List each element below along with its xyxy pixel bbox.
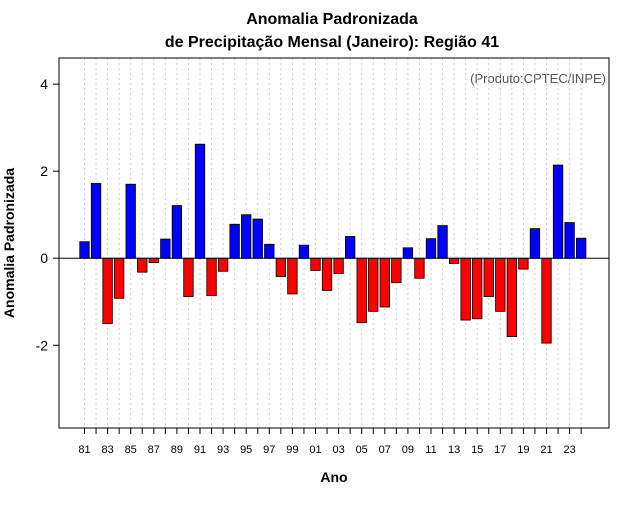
- bar-2022: [552, 164, 564, 259]
- x-tick-label-05: 05: [356, 444, 368, 456]
- chart-title-line1: Anomalia Padronizada: [246, 11, 418, 28]
- bar-1994: [229, 223, 240, 259]
- x-tick-label-07: 07: [379, 444, 391, 456]
- x-tick-label-89: 89: [171, 444, 183, 456]
- x-tick-label-97: 97: [263, 444, 275, 456]
- x-tick-label-09: 09: [402, 444, 414, 456]
- x-tick-label-99: 99: [286, 444, 298, 456]
- bar-1989: [171, 205, 183, 259]
- bar-1983: [102, 257, 113, 324]
- y-tick-label-4: 4: [40, 76, 48, 92]
- x-tick-label-87: 87: [148, 444, 160, 456]
- bar-1987: [148, 257, 159, 263]
- x-tick-label-01: 01: [309, 444, 321, 456]
- bar-2017: [495, 257, 506, 312]
- bar-2003: [333, 257, 344, 274]
- bar-2014: [460, 257, 471, 321]
- bars: [79, 143, 587, 344]
- grid-lines: [84, 58, 582, 428]
- bar-2019: [518, 257, 529, 270]
- x-tick-label-95: 95: [240, 444, 252, 456]
- bar-2008: [391, 257, 402, 284]
- credit-annotation: (Produto:CPTEC/INPE): [470, 71, 606, 86]
- bar-1982: [90, 182, 102, 259]
- bar-1995: [241, 214, 252, 259]
- x-tick-label-85: 85: [125, 444, 137, 456]
- x-tick-label-13: 13: [448, 444, 460, 456]
- y-tick-label-0: 0: [40, 250, 48, 266]
- y-tick-label-2: 2: [40, 163, 48, 179]
- bar-2015: [472, 257, 483, 320]
- bar-2024: [576, 237, 587, 259]
- bar-2020: [529, 228, 541, 259]
- plot-frame: [58, 57, 610, 429]
- y-tick-label--2: -2: [36, 337, 49, 353]
- bar-2009: [402, 247, 414, 259]
- bar-2021: [541, 257, 552, 344]
- bar-2002: [321, 257, 333, 291]
- bar-2005: [356, 257, 367, 324]
- x-tick-label-23: 23: [563, 444, 575, 456]
- bar-1981: [79, 241, 90, 259]
- axes: -2 0 2 4 81 83 85 87 89 91 93 95 97 99 01 03 05 07 09 11 13 1…: [36, 57, 610, 456]
- bar-1984: [114, 257, 125, 299]
- bar-1991: [194, 143, 206, 259]
- bar-1986: [137, 257, 148, 273]
- x-tick-label-17: 17: [494, 444, 506, 456]
- x-tick-label-19: 19: [517, 444, 529, 456]
- bar-2018: [506, 257, 518, 337]
- bar-2001: [310, 257, 321, 271]
- bar-2023: [564, 222, 575, 259]
- x-tick-label-83: 83: [101, 444, 113, 456]
- bar-2000: [298, 244, 310, 259]
- bar-2011: [425, 238, 437, 259]
- bar-1992: [206, 257, 217, 297]
- bar-1993: [217, 257, 229, 272]
- bar-2004: [344, 236, 356, 259]
- bar-2013: [448, 257, 460, 264]
- x-tick-label-91: 91: [194, 444, 206, 456]
- bar-2016: [483, 257, 494, 297]
- x-axis-label: Ano: [320, 469, 347, 485]
- bar-1985: [125, 183, 136, 259]
- x-tick-label-03: 03: [332, 444, 344, 456]
- bar-2007: [379, 257, 390, 308]
- bar-2012: [437, 225, 448, 259]
- bar-1999: [287, 257, 298, 295]
- y-axis-label: Anomalia Padronizada: [1, 168, 17, 318]
- chart-title-line2: de Precipitação Mensal (Janeiro): Região…: [165, 34, 499, 51]
- bar-1990: [183, 257, 194, 297]
- bar-1988: [160, 238, 171, 259]
- bar-1996: [252, 218, 263, 259]
- x-tick-label-11: 11: [425, 444, 436, 456]
- x-tick-label-15: 15: [471, 444, 483, 456]
- x-tick-label-93: 93: [217, 444, 229, 456]
- x-tick-label-21: 21: [540, 444, 552, 456]
- bar-1997: [264, 243, 275, 259]
- bar-1998: [275, 257, 287, 277]
- bar-2006: [368, 257, 379, 312]
- x-tick-label-81: 81: [78, 444, 90, 456]
- bar-2010: [414, 257, 425, 279]
